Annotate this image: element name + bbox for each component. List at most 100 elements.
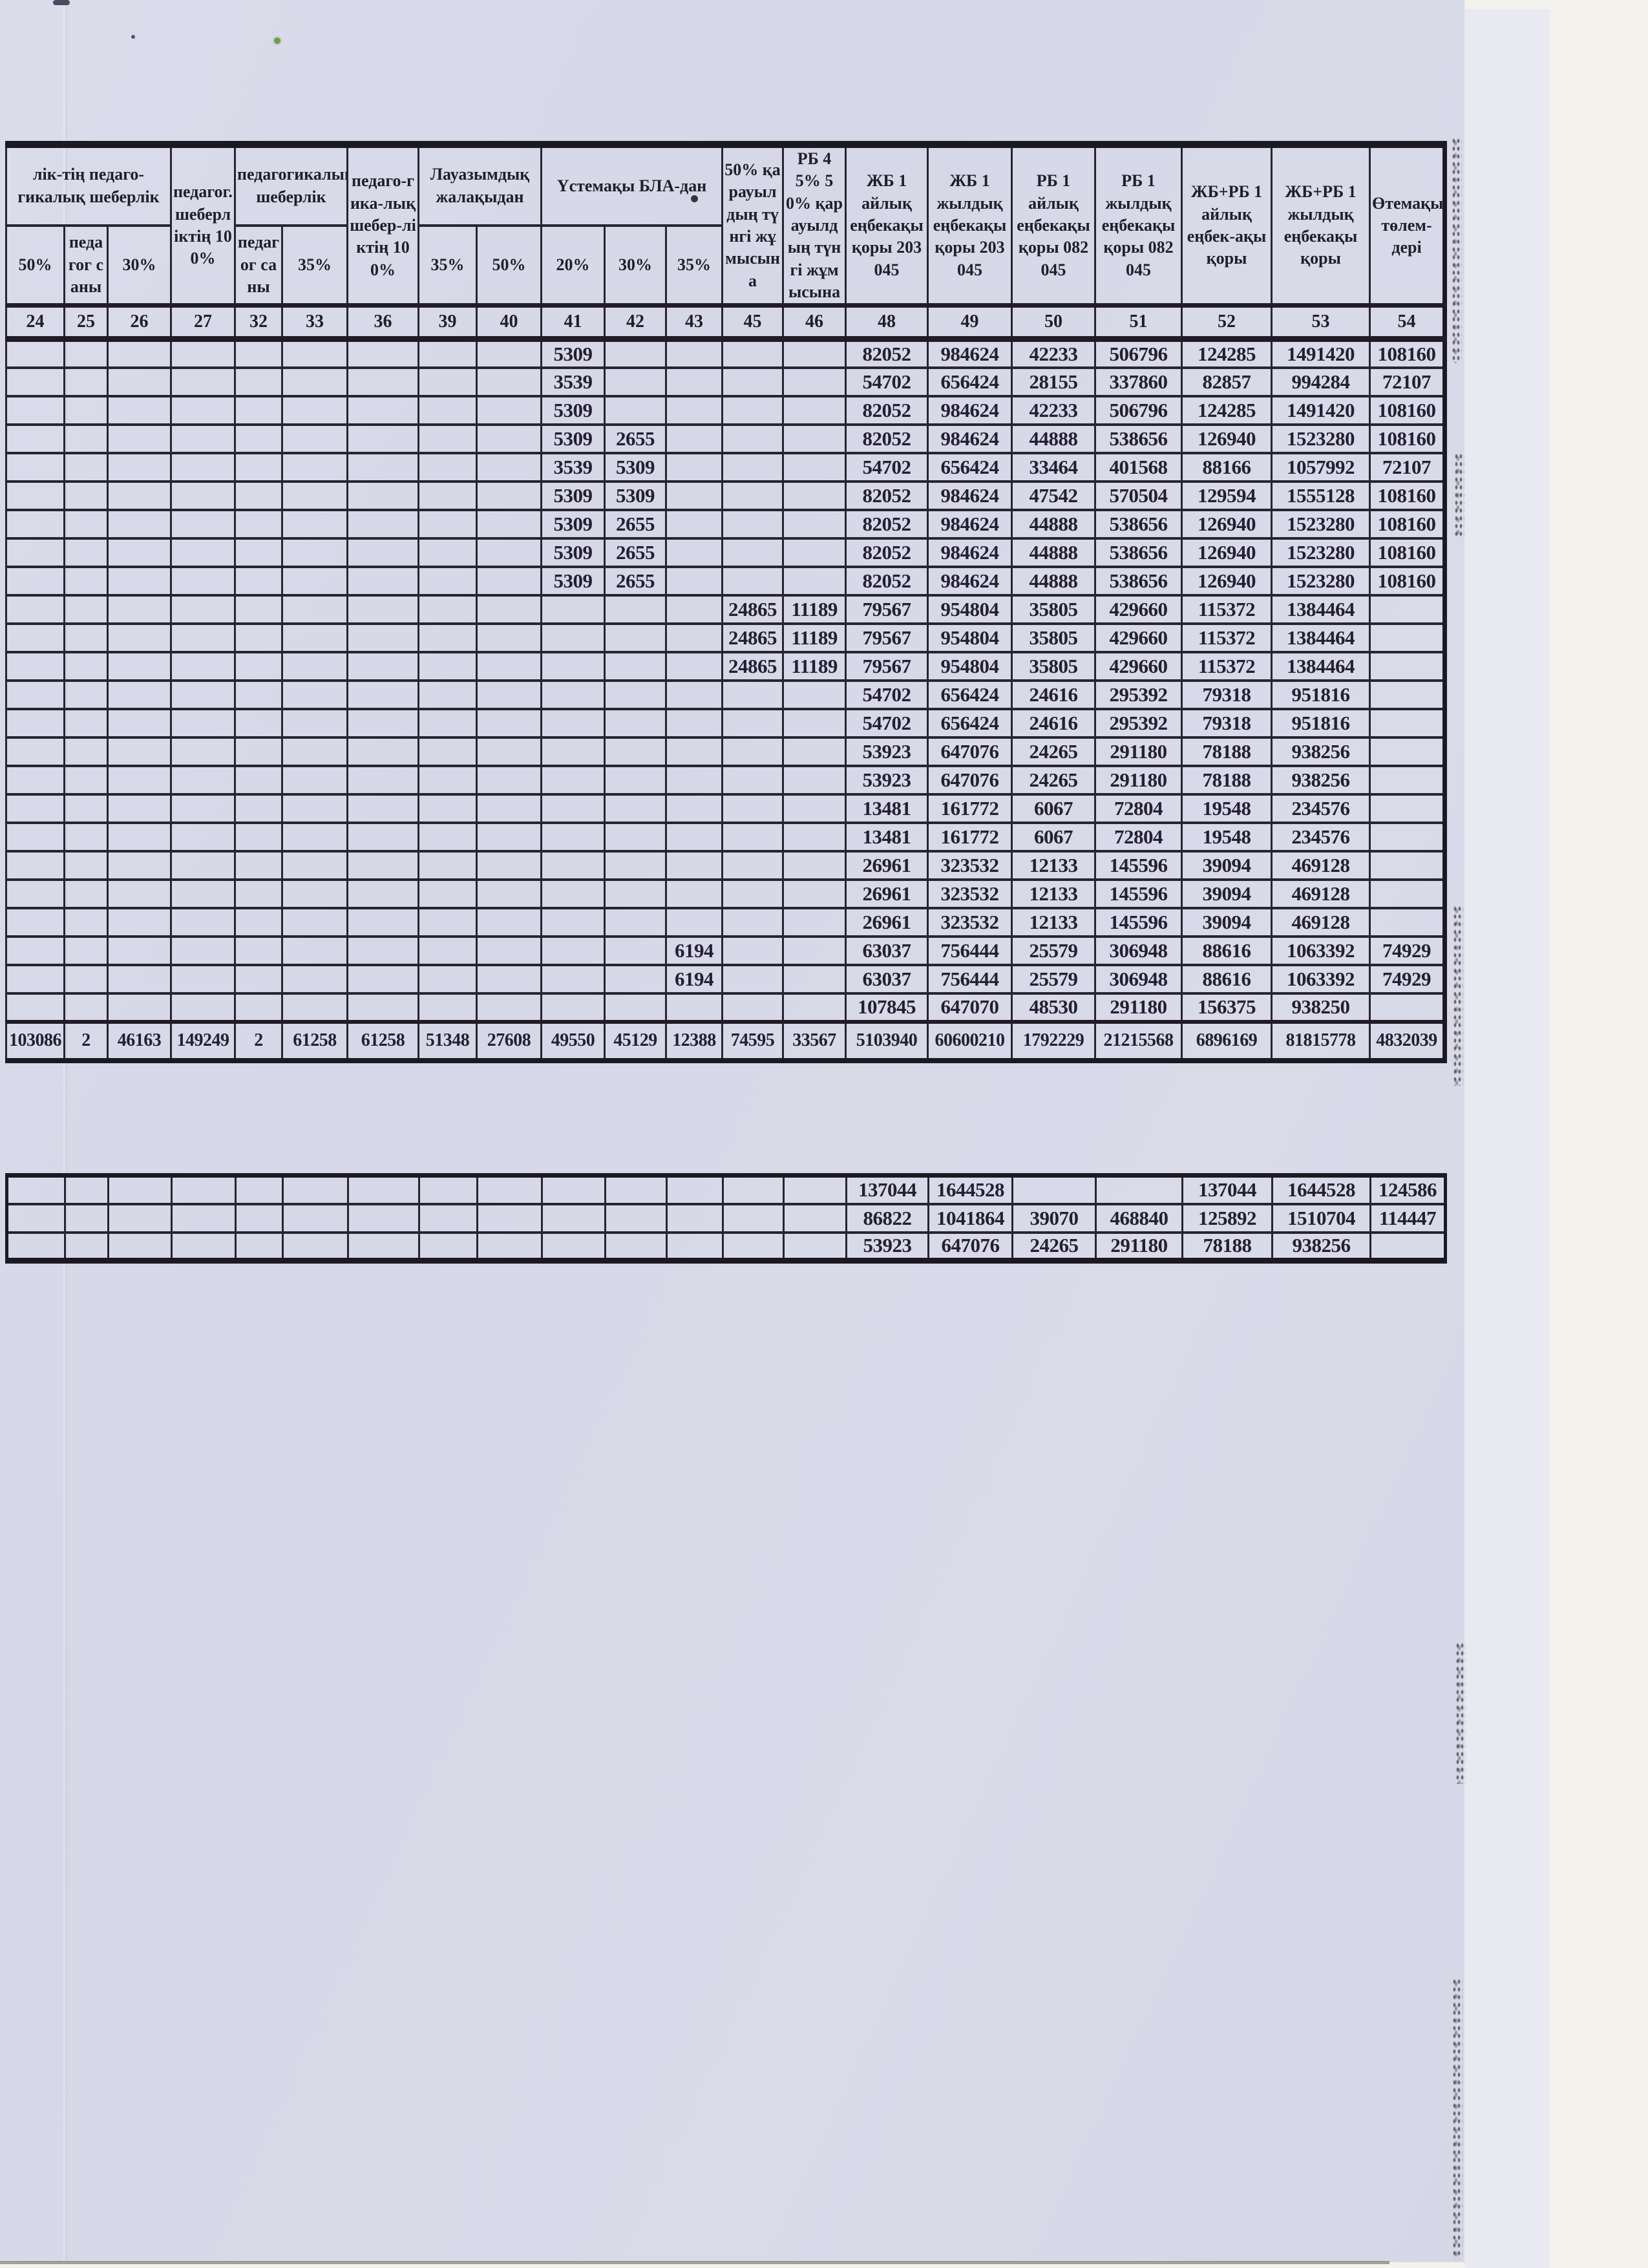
header-col54-compensation-payments: Өтемақы төлем-дері (1369, 143, 1446, 307)
cell-col42 (604, 1231, 668, 1262)
cell-col43: 6194 (664, 963, 724, 995)
cell-col42 (604, 764, 667, 796)
cell-col54: 108160 (1369, 480, 1446, 511)
cell-col48: 82052 (845, 536, 929, 568)
column-number: 39 (417, 303, 478, 343)
cell-col24 (5, 878, 65, 909)
cell-col42 (604, 792, 667, 824)
cell-col52: 39094 (1181, 878, 1273, 909)
cell-col49: 656424 (927, 451, 1013, 483)
cell-col27 (170, 337, 236, 369)
cell-col51: 538656 (1094, 423, 1183, 454)
cell-col42 (604, 736, 667, 767)
cell-col36 (346, 935, 419, 966)
cell-col25 (63, 878, 109, 909)
data-row: 3539 54702 656424 28155 337860 82857 994… (5, 366, 1446, 397)
subheader-35pct-c: 35% (664, 224, 724, 307)
cell-col51: 306948 (1094, 935, 1183, 966)
cell-col36 (346, 963, 419, 995)
cell-col54 (1369, 764, 1446, 796)
cell-col46 (782, 337, 847, 369)
cell-col40 (476, 508, 542, 540)
cell-col46 (782, 394, 847, 426)
cell-col39 (417, 650, 478, 682)
cell-col49: 323532 (927, 849, 1013, 881)
cell-col39 (417, 878, 478, 909)
cell-col49: 647076 (927, 1231, 1013, 1262)
summary-table-body: 137044 1644528 137044 1644528 124586 (6, 1174, 1446, 1262)
cell-col49: 756444 (927, 963, 1013, 995)
column-number: 53 (1271, 303, 1371, 343)
cell-col36 (346, 878, 419, 909)
cell-col53: 951816 (1271, 679, 1371, 710)
cell-col41: 5309 (540, 536, 606, 568)
cell-col25 (63, 480, 109, 511)
cell-col40 (476, 736, 542, 767)
cell-col33 (281, 707, 348, 739)
data-row: 24865 11189 79567 954804 35805 429660 11… (5, 622, 1446, 653)
cell-col52: 19548 (1181, 792, 1273, 824)
cell-col40 (476, 963, 542, 995)
cell-col27 (170, 650, 236, 682)
cell-col41 (540, 906, 606, 938)
cell-col26 (107, 991, 172, 1023)
cell-col24 (5, 366, 65, 397)
cell-col33 (281, 366, 348, 397)
cell-col24 (5, 622, 65, 653)
cell-col39 (417, 536, 478, 568)
column-number: 52 (1181, 303, 1273, 343)
header-col46-rb45-night-guard: РБ 45% 50% қарауылдың түнгі жұмысына (782, 143, 847, 307)
cell-col51: 429660 (1094, 622, 1183, 653)
cell-col52: 126940 (1181, 565, 1273, 597)
cell-col43 (664, 991, 724, 1023)
cell-col40 (476, 451, 542, 483)
cell-col53: 234576 (1271, 792, 1371, 824)
cell-col41 (540, 764, 606, 796)
cell-col53: 469128 (1271, 878, 1371, 909)
total-cell: 74595 (721, 1019, 785, 1062)
cell-col24 (5, 423, 65, 454)
cell-col24 (6, 1174, 66, 1205)
subheader-35pct-b: 35% (417, 224, 478, 307)
cell-col42: 5309 (604, 480, 667, 511)
column-number: 49 (927, 303, 1013, 343)
paper-crease (63, 0, 67, 2261)
cell-col49: 954804 (927, 593, 1013, 625)
cell-col42 (604, 906, 667, 938)
cell-col50: 25579 (1011, 935, 1097, 966)
cell-col42 (604, 679, 667, 710)
cell-col25 (63, 906, 109, 938)
cell-col39 (417, 394, 478, 426)
cell-col43 (664, 366, 724, 397)
cell-col46 (782, 679, 847, 710)
cell-col49: 984624 (927, 394, 1013, 426)
cell-col27 (170, 508, 236, 540)
cell-col36 (347, 1202, 420, 1234)
cell-col50: 47542 (1011, 480, 1097, 511)
cell-col40 (476, 878, 542, 909)
cell-col40 (476, 1231, 543, 1262)
cell-col25 (63, 991, 109, 1023)
cell-col41: 5309 (540, 337, 606, 369)
cell-col33 (281, 764, 348, 796)
cell-col49: 161772 (927, 821, 1013, 853)
column-number: 51 (1094, 303, 1183, 343)
cell-col45 (721, 792, 785, 824)
cell-col46 (783, 1231, 847, 1262)
cell-col53: 1523280 (1271, 508, 1371, 540)
cell-col51: 306948 (1094, 963, 1183, 995)
cell-col53: 469128 (1271, 849, 1371, 881)
cell-col32 (234, 679, 283, 710)
data-row: 6194 63037 756444 25579 306948 88616 106… (5, 935, 1446, 966)
cell-col41 (541, 1231, 606, 1262)
cell-col32 (234, 991, 283, 1023)
cell-col39 (417, 963, 478, 995)
cell-col43 (664, 764, 724, 796)
cell-col33 (281, 508, 348, 540)
cell-col39 (417, 792, 478, 824)
cell-col36 (346, 480, 419, 511)
cell-col27 (170, 536, 236, 568)
cell-col46 (782, 821, 847, 853)
cell-col43 (664, 849, 724, 881)
underlying-sheet-edge (1464, 9, 1550, 2268)
